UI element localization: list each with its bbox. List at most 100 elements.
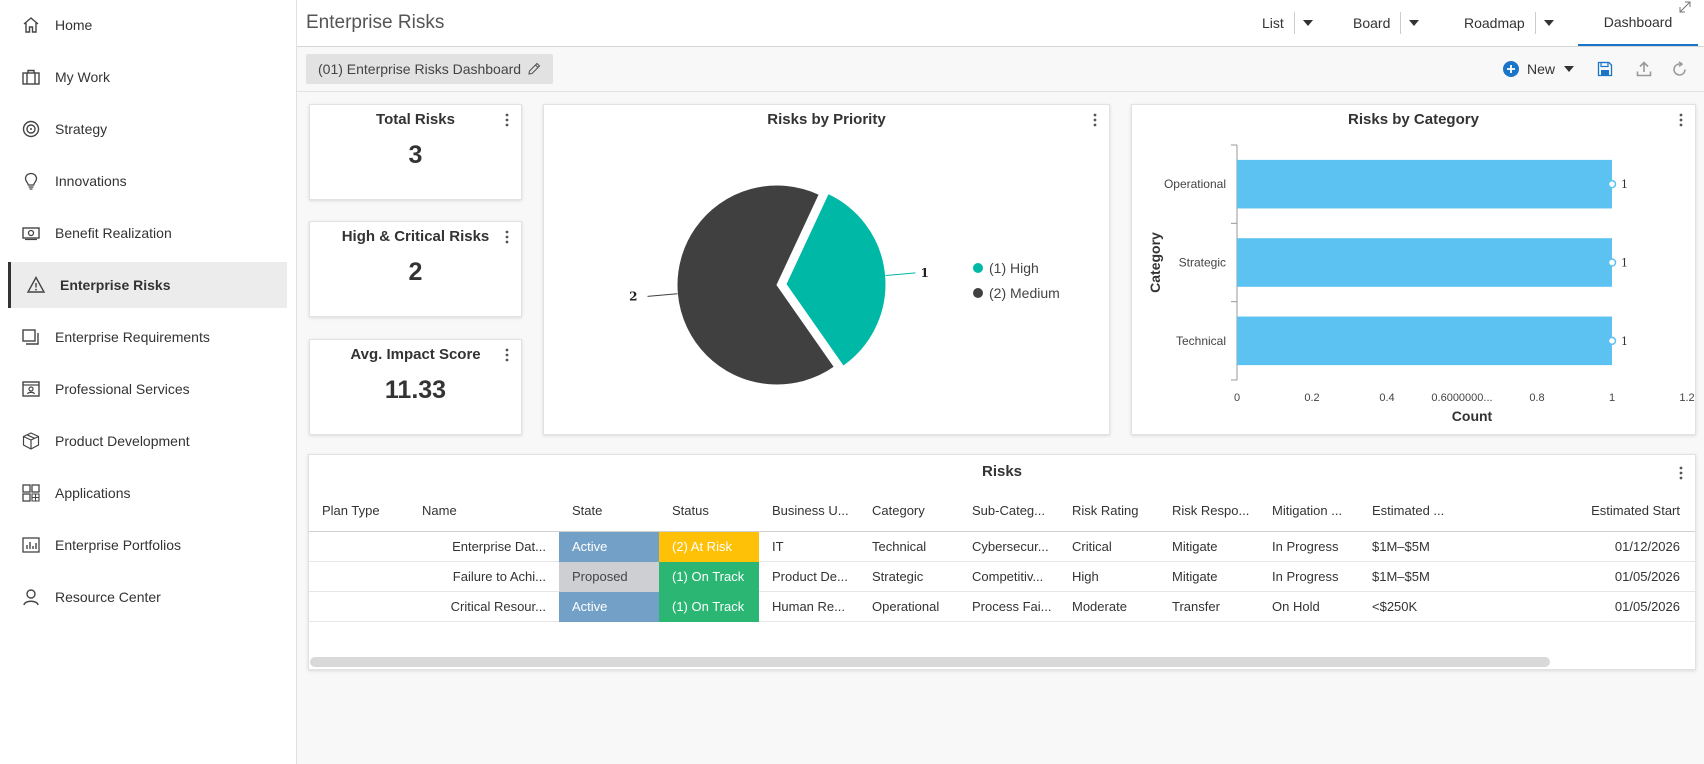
- home-icon: [20, 14, 42, 36]
- sidebar-item-enterprise-portfolios[interactable]: Enterprise Portfolios: [8, 522, 287, 568]
- sidebar-item-innovations[interactable]: Innovations: [8, 158, 287, 204]
- cell-category: Technical: [872, 539, 927, 554]
- sidebar-item-label: Applications: [55, 485, 131, 501]
- kebab-menu-icon[interactable]: [1089, 111, 1101, 129]
- cell-status: (1) On Track: [659, 592, 759, 622]
- column-header-category[interactable]: Category: [872, 503, 925, 518]
- bar-end-marker: [1607, 179, 1617, 189]
- sidebar-item-product-development[interactable]: Product Development: [8, 418, 287, 464]
- chart-title: Risks by Category: [1348, 111, 1479, 128]
- bar-data-label: 1: [1621, 178, 1628, 191]
- cell-state: Active: [559, 592, 659, 622]
- kebab-menu-icon[interactable]: [501, 228, 513, 246]
- legend-marker: [973, 263, 983, 273]
- cell-risk-rating: Critical: [1072, 539, 1112, 554]
- new-button[interactable]: New: [1503, 57, 1575, 81]
- column-header-mitigation[interactable]: Mitigation ...: [1272, 503, 1343, 518]
- dashboard-name: (01) Enterprise Risks Dashboard: [318, 61, 522, 77]
- expand-icon[interactable]: [1679, 0, 1691, 16]
- header-divider: [309, 531, 1695, 532]
- bar-chart: 1 Operational 1 Strategic 1 Technical 0 0.2 0.4 0…: [1147, 144, 1695, 424]
- legend-marker: [973, 288, 983, 298]
- briefcase-icon: [20, 66, 42, 88]
- x-tick-label: 0.8: [1529, 392, 1544, 404]
- tab-list[interactable]: List: [1262, 0, 1313, 46]
- cell-category: Strategic: [872, 569, 924, 584]
- pencil-icon[interactable]: [527, 62, 541, 76]
- tab-label: Dashboard: [1603, 14, 1673, 30]
- column-header-plan-type[interactable]: Plan Type: [322, 503, 380, 518]
- kpi-title: Total Risks: [376, 111, 455, 128]
- kpi-value: 11.33: [384, 376, 447, 404]
- sidebar-item-label: My Work: [55, 69, 110, 85]
- column-header-risk-response[interactable]: Risk Respo...: [1172, 503, 1250, 518]
- sidebar-item-strategy[interactable]: Strategy: [8, 106, 287, 152]
- table-row[interactable]: Enterprise Dat... Active (2) At Risk IT …: [309, 532, 1695, 562]
- export-button[interactable]: [1636, 57, 1652, 81]
- cell-risk-response: Transfer: [1172, 599, 1220, 614]
- cell-name[interactable]: Failure to Achi...: [452, 569, 546, 584]
- cell-risk-rating: Moderate: [1072, 599, 1127, 614]
- dashboard-selector[interactable]: (01) Enterprise Risks Dashboard: [306, 54, 554, 84]
- refresh-button[interactable]: [1671, 57, 1688, 81]
- sidebar-item-label: Strategy: [55, 121, 108, 137]
- kpi-value: 3: [408, 141, 423, 169]
- id-card-icon: [20, 378, 42, 400]
- kebab-menu-icon[interactable]: [1675, 464, 1687, 482]
- sidebar-item-professional-services[interactable]: Professional Services: [8, 366, 287, 412]
- sidebar-item-home[interactable]: Home: [8, 2, 287, 48]
- sidebar-item-label: Benefit Realization: [55, 225, 172, 241]
- column-header-estimated[interactable]: Estimated ...: [1372, 503, 1445, 518]
- kebab-menu-icon[interactable]: [501, 111, 513, 129]
- kpi-title: High & Critical Risks: [341, 228, 490, 245]
- header: Enterprise Risks List Board Roadmap Dash…: [297, 0, 1704, 47]
- sidebar-item-label: Enterprise Risks: [60, 277, 171, 293]
- sidebar-item-applications[interactable]: Applications: [8, 470, 287, 516]
- cell-name[interactable]: Critical Resour...: [450, 599, 546, 614]
- table-row[interactable]: Critical Resour... Active (1) On Track H…: [309, 592, 1695, 622]
- cell-sub-category: Process Fai...: [972, 599, 1052, 614]
- cell-category: Operational: [872, 599, 940, 614]
- cell-mitigation: In Progress: [1272, 569, 1339, 584]
- kpi-card-avg-impact-score: Avg. Impact Score 11.33: [309, 339, 522, 435]
- column-header-status[interactable]: Status: [672, 503, 709, 518]
- tab-dashboard[interactable]: Dashboard: [1578, 0, 1698, 46]
- sidebar-item-label: Enterprise Requirements: [55, 329, 210, 345]
- sidebar-item-my-work[interactable]: My Work: [8, 54, 287, 100]
- chevron-down-icon[interactable]: [1400, 12, 1420, 34]
- pie-leader-line: [885, 272, 916, 276]
- chevron-down-icon[interactable]: [1534, 12, 1554, 34]
- tab-board[interactable]: Board: [1353, 0, 1420, 46]
- table-row[interactable]: Failure to Achi... Proposed (1) On Track…: [309, 562, 1695, 592]
- cell-estimated: $1M–$5M: [1372, 539, 1430, 554]
- kebab-menu-icon[interactable]: [501, 346, 513, 364]
- column-header-risk-rating[interactable]: Risk Rating: [1072, 503, 1139, 518]
- sidebar: Home My Work Strategy Innovations Benefi…: [0, 0, 297, 764]
- kpi-card-total-risks: Total Risks 3: [309, 104, 522, 200]
- sidebar-item-enterprise-risks[interactable]: Enterprise Risks: [8, 262, 287, 308]
- column-header-estimated-start[interactable]: Estimated Start: [1591, 503, 1680, 518]
- bar-chart-icon: [20, 534, 42, 556]
- kebab-menu-icon[interactable]: [1675, 111, 1687, 129]
- column-header-business-unit[interactable]: Business U...: [772, 503, 849, 518]
- save-button[interactable]: [1597, 57, 1613, 81]
- horizontal-scrollbar[interactable]: [310, 657, 1550, 667]
- sidebar-item-enterprise-requirements[interactable]: Enterprise Requirements: [8, 314, 287, 360]
- chart-card-risks-by-category: Risks by Category 1 Operational 1 Strategic…: [1131, 104, 1696, 435]
- column-header-sub-category[interactable]: Sub-Categ...: [972, 503, 1045, 518]
- sidebar-item-benefit-realization[interactable]: Benefit Realization: [8, 210, 287, 256]
- chevron-down-icon[interactable]: [1293, 12, 1313, 34]
- bar-end-marker: [1607, 258, 1617, 267]
- documents-icon: [20, 326, 42, 348]
- cell-estimated-start: 01/05/2026: [1614, 569, 1680, 584]
- column-header-state[interactable]: State: [572, 503, 603, 518]
- x-tick-label: 0.2: [1304, 392, 1319, 404]
- x-tick-label: 1: [1609, 392, 1615, 404]
- column-header-name[interactable]: Name: [422, 503, 457, 518]
- tab-roadmap[interactable]: Roadmap: [1464, 0, 1554, 46]
- y-axis-label: Category: [1147, 232, 1163, 293]
- pie-data-label: 1: [920, 266, 928, 280]
- cell-name[interactable]: Enterprise Dat...: [452, 539, 546, 554]
- legend-entry: (1) High: [989, 260, 1039, 276]
- sidebar-item-resource-center[interactable]: Resource Center: [8, 574, 287, 620]
